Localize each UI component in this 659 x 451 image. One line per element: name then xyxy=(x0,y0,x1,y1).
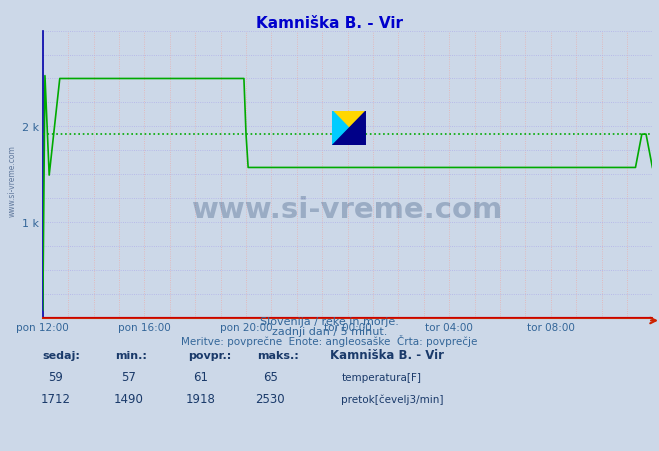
Text: www.si-vreme.com: www.si-vreme.com xyxy=(7,144,16,216)
Text: Meritve: povprečne  Enote: angleosaške  Črta: povprečje: Meritve: povprečne Enote: angleosaške Čr… xyxy=(181,335,478,346)
Text: 1712: 1712 xyxy=(41,392,71,405)
Text: Kamniška B. - Vir: Kamniška B. - Vir xyxy=(256,16,403,31)
Text: sedaj:: sedaj: xyxy=(43,350,80,360)
Polygon shape xyxy=(332,112,366,136)
Text: Kamniška B. - Vir: Kamniška B. - Vir xyxy=(330,349,444,362)
Text: 1918: 1918 xyxy=(186,392,216,405)
Polygon shape xyxy=(332,112,366,146)
Text: 61: 61 xyxy=(194,370,208,383)
Polygon shape xyxy=(332,112,349,146)
Text: min.:: min.: xyxy=(115,350,147,360)
Text: temperatura[F]: temperatura[F] xyxy=(341,372,421,382)
Text: 57: 57 xyxy=(121,370,136,383)
Text: pretok[čevelj3/min]: pretok[čevelj3/min] xyxy=(341,394,444,404)
Text: 65: 65 xyxy=(263,370,277,383)
Text: www.si-vreme.com: www.si-vreme.com xyxy=(192,195,503,223)
Text: 2530: 2530 xyxy=(256,392,285,405)
Text: maks.:: maks.: xyxy=(257,350,299,360)
Text: povpr.:: povpr.: xyxy=(188,350,231,360)
Polygon shape xyxy=(332,112,366,129)
Text: Slovenija / reke in morje.: Slovenija / reke in morje. xyxy=(260,317,399,327)
Text: 1490: 1490 xyxy=(113,392,144,405)
Text: zadnji dan / 5 minut.: zadnji dan / 5 minut. xyxy=(272,327,387,336)
Text: 59: 59 xyxy=(49,370,63,383)
